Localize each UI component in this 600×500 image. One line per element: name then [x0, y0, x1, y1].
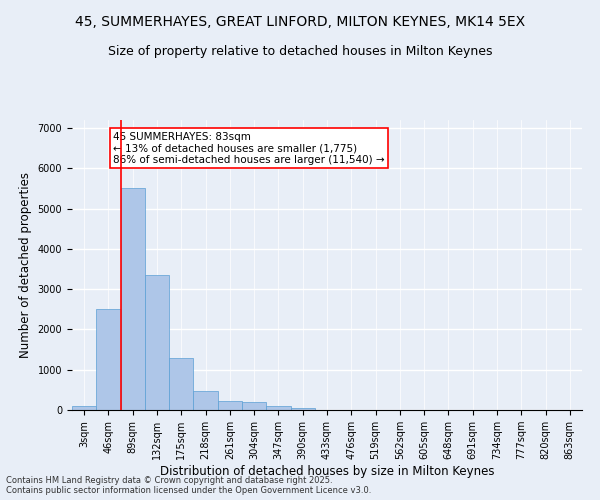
Bar — [193, 390, 218, 410]
X-axis label: Distribution of detached houses by size in Milton Keynes: Distribution of detached houses by size … — [160, 465, 494, 478]
Bar — [169, 358, 193, 410]
Bar — [145, 275, 169, 410]
Bar — [121, 188, 145, 410]
Bar — [290, 408, 315, 410]
Bar — [72, 406, 96, 410]
Text: Size of property relative to detached houses in Milton Keynes: Size of property relative to detached ho… — [108, 45, 492, 58]
Y-axis label: Number of detached properties: Number of detached properties — [19, 172, 32, 358]
Text: Contains HM Land Registry data © Crown copyright and database right 2025.
Contai: Contains HM Land Registry data © Crown c… — [6, 476, 371, 495]
Bar — [242, 402, 266, 410]
Text: 45 SUMMERHAYES: 83sqm
← 13% of detached houses are smaller (1,775)
86% of semi-d: 45 SUMMERHAYES: 83sqm ← 13% of detached … — [113, 132, 385, 165]
Bar — [266, 406, 290, 410]
Bar — [218, 401, 242, 410]
Text: 45, SUMMERHAYES, GREAT LINFORD, MILTON KEYNES, MK14 5EX: 45, SUMMERHAYES, GREAT LINFORD, MILTON K… — [75, 15, 525, 29]
Bar — [96, 308, 121, 410]
